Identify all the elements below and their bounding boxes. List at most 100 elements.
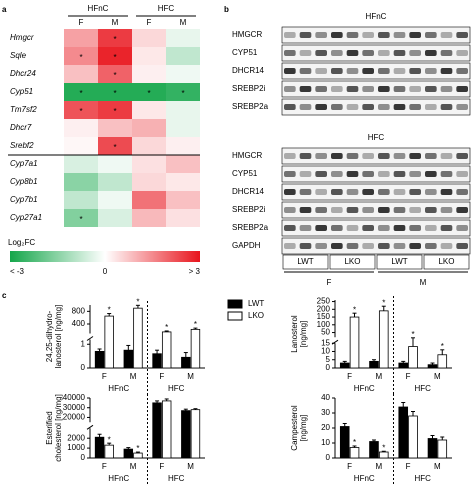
row-label: Cyp27a1 [10,213,42,222]
heatmap-cell [98,209,132,227]
heatmap-cell [132,137,166,155]
blot-strip [281,98,471,116]
axis-break [86,336,94,341]
blot-band [315,86,327,92]
significance-star: * [136,444,139,453]
heatmap-cell [98,83,132,101]
y-axis-label: [ng/mg] [299,415,308,442]
legend-swatch [227,299,243,309]
blot-strip [281,201,471,219]
y-tick-label: 20 [321,423,330,432]
column-group-label: HFnC [88,4,109,13]
panel-label: b [224,5,229,14]
heatmap-cell [166,191,200,209]
group-label: HFC [415,474,432,483]
blot-band [378,68,390,74]
blot-band [456,153,468,159]
x-tick-label: M [187,372,194,381]
band-label: SREBP2i [232,205,266,214]
bar [104,444,114,459]
x-tick-label: F [347,462,352,471]
bar [190,409,201,459]
blot-band [331,243,343,249]
significance-star: * [113,143,116,152]
heatmap-cell [64,209,98,227]
blot-band [456,86,468,92]
significance-star: * [113,53,116,62]
blot-band [425,68,437,74]
x-tick-label: F [406,372,411,381]
significance-star: * [113,35,116,44]
heatmap-cell [64,173,98,191]
bar [437,439,448,459]
y-axis-label: Lanosterol [290,315,299,353]
heatmap-cell [98,155,132,173]
x-tick-label: M [130,372,137,381]
blot-band [346,153,359,159]
blot-strip [281,183,471,201]
blot-band [378,171,390,177]
blot-strip [281,165,471,183]
blot-band [378,225,390,231]
heatmap-cell [64,155,98,173]
blot-band [346,171,359,177]
significance-star: * [382,443,385,452]
blot-band [299,189,312,195]
lane-box [282,254,329,270]
blot-band [409,104,421,110]
blot-band [393,32,406,38]
lane-label: LKO [344,257,360,266]
bar [339,426,350,459]
heatmap-cell [98,119,132,137]
blot-band [440,68,453,74]
bar [398,406,409,459]
blot-band [346,243,359,249]
x-tick-label: F [159,372,164,381]
bar [378,451,389,459]
x-tick-label: M [376,462,383,471]
heatmap-cell [64,119,98,137]
heatmap-cell [166,83,200,101]
blot-band [440,86,453,92]
x-tick-label: F [347,372,352,381]
bar [133,452,143,459]
blot-band [440,153,453,159]
significance-star: * [113,89,116,98]
y-axis-label: [ng/mg] [299,321,308,348]
heatmap-cell [64,65,98,83]
group-label: HFC [168,384,185,393]
y-tick-label: 250 [317,297,331,306]
blot-band [346,207,359,213]
blot-band [393,86,406,92]
blot-band [409,32,421,38]
y-tick-label: 50 [321,328,330,337]
significance-star: * [147,89,150,98]
blot-band [331,207,343,213]
band-label: SREBP2a [232,102,269,111]
blot-band [409,153,421,159]
band-label: GAPDH [232,241,261,250]
heatmap-cell [98,65,132,83]
row-label: Cyp7a1 [10,159,38,168]
significance-star: * [353,305,356,314]
blot-band [393,225,406,231]
y-tick-label: 20000 [63,413,86,422]
blot-band [362,104,374,110]
heatmap-cell [166,173,200,191]
row-label: Cyp8b1 [10,177,38,186]
heatmap-cell [132,47,166,65]
blot-strip [281,26,471,44]
blot-band [315,225,327,231]
heatmap-cell [98,29,132,47]
blot-band [425,207,437,213]
x-tick-label: F [102,372,107,381]
blot-band [331,86,343,92]
blot-band [409,171,421,177]
blot-band [378,207,390,213]
y-tick-label: 100 [317,320,331,329]
blot-band [284,68,296,74]
blot-band [299,153,312,159]
colorbar-tick-label: < -3 [10,267,25,276]
blot-band [299,86,312,92]
blot-band [362,171,374,177]
